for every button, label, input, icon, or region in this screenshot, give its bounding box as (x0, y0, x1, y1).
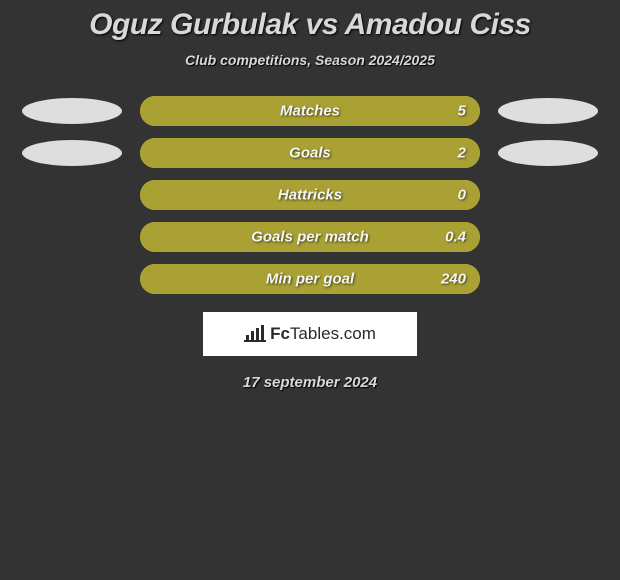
player-left-ellipse (22, 140, 122, 166)
logo-text: FcTables.com (270, 324, 376, 344)
stat-label: Min per goal (266, 271, 354, 288)
stat-row: Min per goal 240 (0, 264, 620, 294)
stat-value: 2 (458, 145, 466, 162)
stat-row: Hattricks 0 (0, 180, 620, 210)
spacer (22, 266, 122, 292)
stat-row: Matches 5 (0, 96, 620, 126)
bar-chart-icon (244, 323, 266, 345)
stat-bar: Goals per match 0.4 (140, 222, 480, 252)
stat-row: Goals per match 0.4 (0, 222, 620, 252)
stat-bar: Hattricks 0 (140, 180, 480, 210)
stat-label: Hattricks (278, 187, 342, 204)
spacer (22, 224, 122, 250)
date-text: 17 september 2024 (0, 374, 620, 391)
player-left-ellipse (22, 98, 122, 124)
stat-value: 5 (458, 103, 466, 120)
player-right-ellipse (498, 98, 598, 124)
spacer (498, 182, 598, 208)
spacer (22, 182, 122, 208)
stat-label: Goals per match (251, 229, 369, 246)
player-right-ellipse (498, 140, 598, 166)
stat-value: 240 (441, 271, 466, 288)
subtitle: Club competitions, Season 2024/2025 (0, 52, 620, 68)
fctables-logo: FcTables.com (203, 312, 417, 356)
stat-bar: Goals 2 (140, 138, 480, 168)
stat-bar: Min per goal 240 (140, 264, 480, 294)
stat-bar: Matches 5 (140, 96, 480, 126)
spacer (498, 266, 598, 292)
stat-row: Goals 2 (0, 138, 620, 168)
page-title: Oguz Gurbulak vs Amadou Ciss (0, 8, 620, 42)
stat-value: 0.4 (445, 229, 466, 246)
stat-value: 0 (458, 187, 466, 204)
stat-label: Goals (289, 145, 331, 162)
spacer (498, 224, 598, 250)
stat-label: Matches (280, 103, 340, 120)
